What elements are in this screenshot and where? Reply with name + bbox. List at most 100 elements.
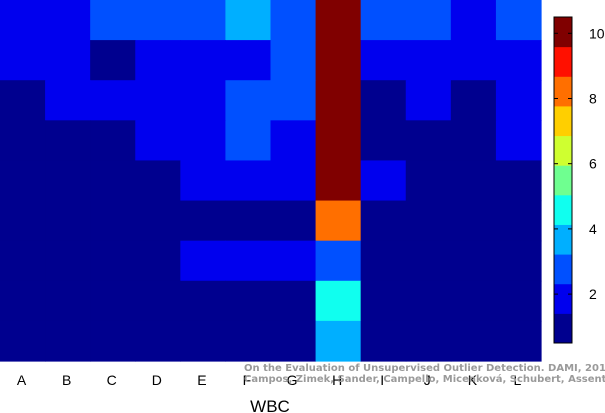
heatmap-cell: [450, 280, 497, 322]
heatmap-cell: [315, 0, 362, 41]
x-tick-label: E: [197, 372, 206, 388]
heatmap-cell: [405, 160, 452, 202]
heatmap-cell: [45, 200, 91, 242]
heatmap-cell: [360, 240, 407, 282]
heatmap-cell: [0, 200, 46, 242]
heatmap-cell: [495, 280, 542, 322]
heatmap-cell: [180, 0, 227, 41]
heatmap-cell: [135, 160, 181, 202]
heatmap-cell: [180, 200, 227, 242]
colorbar-segment: [554, 105, 572, 137]
heatmap-cell: [360, 320, 407, 362]
colorbar-segment: [554, 17, 572, 48]
colorbar-tick-labels: 2 4 6 8 10: [554, 25, 605, 302]
heatmap-cell: [90, 200, 136, 242]
heatmap-cell: [225, 240, 272, 282]
heatmap-cell: [450, 200, 497, 242]
heatmap-cell: [405, 320, 452, 362]
colorbar-tick-label: 6: [589, 156, 597, 172]
heatmap-cell: [225, 120, 272, 162]
heatmap-cell: [135, 200, 181, 242]
heatmap-cell: [45, 240, 91, 282]
heatmap-cell: [90, 240, 136, 282]
heatmap-cell: [180, 40, 227, 81]
x-tick-label: H: [332, 372, 342, 388]
heatmap-cell: [270, 280, 317, 322]
heatmap-cell: [450, 240, 497, 282]
heatmap-cell: [315, 160, 362, 202]
heatmap-cell: [180, 320, 227, 362]
heatmap-cell: [135, 120, 181, 162]
heatmap-cell: [360, 280, 407, 322]
heatmap-cell: [135, 320, 181, 362]
heatmap-cell: [270, 120, 317, 162]
colorbar-segment: [554, 194, 572, 225]
heatmap-cell: [180, 160, 227, 202]
heatmap-cell: [90, 120, 136, 162]
heatmap-cell: [315, 80, 362, 121]
heatmap-cell: [0, 0, 46, 41]
heatmap-cell: [90, 320, 136, 362]
heatmap-cell: [225, 80, 272, 121]
colorbar-segment: [554, 254, 572, 285]
heatmap-cell: [405, 80, 452, 121]
heatmap-cell: [45, 160, 91, 202]
heatmap-cells: [0, 0, 542, 362]
citation-line-1: On the Evaluation of Unsupervised Outlie…: [244, 363, 605, 374]
heatmap-cell: [450, 160, 497, 202]
colorbar-tick-label: 8: [589, 91, 597, 107]
heatmap-cell: [315, 120, 362, 162]
heatmap-cell: [270, 200, 317, 242]
heatmap-cell: [225, 0, 272, 41]
x-tick-label: I: [380, 372, 384, 388]
heatmap-cell: [0, 280, 46, 322]
x-tick-label: F: [243, 372, 252, 388]
heatmap-cell: [270, 320, 317, 362]
heatmap-cell: [315, 40, 362, 81]
heatmap-cell: [90, 80, 136, 121]
heatmap-cell: [450, 80, 497, 121]
heatmap-cell: [0, 160, 46, 202]
heatmap-cell: [360, 160, 407, 202]
x-tick-label: J: [424, 372, 431, 388]
colorbar-segment: [554, 46, 572, 77]
heatmap-cell: [315, 240, 362, 282]
heatmap-cell: [45, 80, 91, 121]
colorbar-frame: [553, 16, 573, 344]
colorbar-segment: [554, 224, 572, 255]
heatmap-cell: [495, 40, 542, 81]
x-tick-label: L: [514, 372, 522, 388]
heatmap-cell: [45, 0, 91, 41]
x-tick-label: G: [287, 372, 298, 388]
x-tick-label: B: [62, 372, 71, 388]
heatmap-cell: [90, 160, 136, 202]
heatmap-cell: [180, 80, 227, 121]
colorbar-tick-label: 4: [589, 221, 597, 237]
heatmap-cell: [135, 80, 181, 121]
heatmap-cell: [180, 240, 227, 282]
colorbar-segment: [554, 313, 572, 344]
colorbar: [553, 16, 573, 344]
heatmap-cell: [450, 0, 497, 41]
heatmap-cell: [405, 120, 452, 162]
heatmap-cell: [360, 0, 407, 41]
heatmap-cell: [495, 240, 542, 282]
colorbar-segment: [554, 283, 572, 314]
heatmap-cell: [405, 40, 452, 81]
heatmap-cell: [495, 320, 542, 362]
heatmap-cell: [90, 0, 136, 41]
heatmap-cell: [360, 200, 407, 242]
heatmap-cell: [0, 320, 46, 362]
heatmap-cell: [270, 40, 317, 81]
heatmap-cell: [495, 120, 542, 162]
heatmap-cell: [225, 200, 272, 242]
x-tick-label: A: [17, 372, 27, 388]
heatmap-cell: [45, 320, 91, 362]
heatmap-cell: [495, 200, 542, 242]
heatmap-cell: [45, 40, 91, 81]
heatmap-cell: [495, 160, 542, 202]
heatmap-cell: [360, 80, 407, 121]
heatmap-cell: [315, 200, 362, 242]
heatmap-cell: [135, 0, 181, 41]
